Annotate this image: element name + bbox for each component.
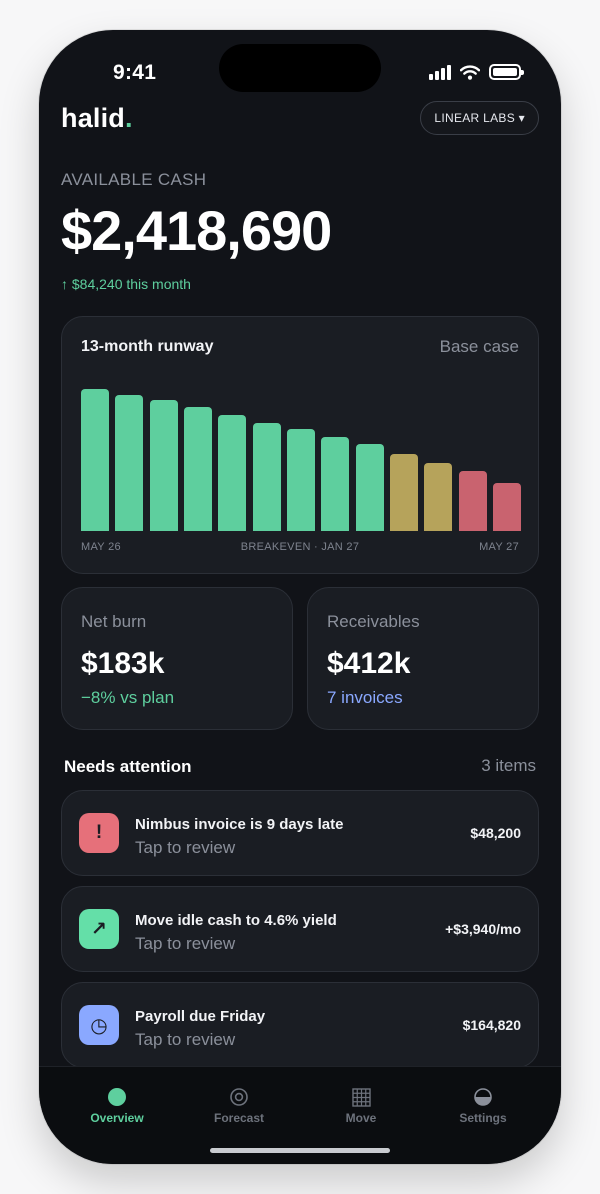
runway-card[interactable]: 13-month runway Base case MAY 26 BREAKEV… xyxy=(61,316,539,574)
runway-bar xyxy=(424,462,453,531)
runway-bar xyxy=(218,414,247,531)
net-burn-label: Net burn xyxy=(81,612,147,631)
phone-frame: 9:41 halid. LINEAR LABS ▾ AVAILABLE CASH… xyxy=(39,30,561,1164)
half-circle-icon xyxy=(473,1087,493,1107)
available-cash-amount: $2,418,690 xyxy=(61,199,332,262)
tab-forecast[interactable]: Forecast xyxy=(178,1067,300,1137)
clock-icon: ◷ xyxy=(79,1005,119,1045)
tab-move-label: Move xyxy=(345,1111,377,1125)
home-indicator xyxy=(210,1148,390,1153)
net-burn-value: $183k xyxy=(81,647,165,680)
attention-item[interactable]: ! Nimbus invoice is 9 days late Tap to r… xyxy=(61,790,539,876)
target-icon xyxy=(229,1087,249,1107)
attention-item-sub: Tap to review xyxy=(135,838,236,857)
alert-icon: ! xyxy=(79,813,119,853)
runway-bar xyxy=(115,394,144,531)
net-burn-sub: −8% vs plan xyxy=(81,688,175,707)
runway-bar xyxy=(149,400,178,531)
needs-attention-title: Needs attention xyxy=(64,757,192,776)
attention-item-title: Payroll due Friday xyxy=(135,1008,266,1025)
tick-breakeven: BREAKEVEN · JAN 27 xyxy=(240,541,360,553)
runway-bar xyxy=(355,444,384,531)
receivables-value: $412k xyxy=(327,647,411,680)
trend-up-icon: ↗ xyxy=(79,909,119,949)
app-logo: halid. xyxy=(61,103,133,133)
runway-bar xyxy=(252,423,281,531)
attention-item-title: Move idle cash to 4.6% yield xyxy=(135,912,337,929)
available-cash-label: AVAILABLE CASH xyxy=(61,170,207,189)
runway-bar xyxy=(81,389,109,531)
status-time: 9:41 xyxy=(113,61,157,84)
tab-bar: Overview Forecast Move Settings xyxy=(39,1066,561,1164)
cash-delta: ↑ $84,240 this month xyxy=(61,276,191,292)
attention-item-sub: Tap to review xyxy=(135,934,236,953)
tab-settings[interactable]: Settings xyxy=(422,1067,544,1137)
wifi-icon xyxy=(460,64,480,80)
receivables-sub: 7 invoices xyxy=(327,688,403,707)
attention-item[interactable]: ◷ Payroll due Friday Tap to review $164,… xyxy=(61,982,539,1068)
runway-bar xyxy=(321,437,350,531)
runway-title: 13-month runway xyxy=(81,338,214,355)
runway-bar xyxy=(184,407,212,531)
attention-item-title: Nimbus invoice is 9 days late xyxy=(135,816,344,833)
grid-icon xyxy=(351,1087,371,1107)
org-selector-button[interactable]: LINEAR LABS ▾ xyxy=(420,101,539,135)
tab-overview-label: Overview xyxy=(90,1111,144,1125)
tick-end: MAY 27 xyxy=(479,541,519,553)
dynamic-island xyxy=(219,44,381,92)
runway-bar xyxy=(493,482,521,531)
needs-attention-count: 3 items xyxy=(481,756,536,775)
runway-bar xyxy=(458,471,487,531)
overview-dot-icon xyxy=(107,1087,127,1107)
tab-overview[interactable]: Overview xyxy=(56,1067,178,1137)
status-icons xyxy=(429,64,524,80)
runway-bar xyxy=(390,454,418,531)
tab-forecast-label: Forecast xyxy=(213,1111,265,1125)
tab-settings-label: Settings xyxy=(459,1111,507,1125)
attention-item-sub: Tap to review xyxy=(135,1030,236,1049)
tab-move[interactable]: Move xyxy=(300,1067,422,1137)
battery-icon xyxy=(489,64,524,80)
receivables-card[interactable]: Receivables $412k 7 invoices xyxy=(307,587,539,730)
attention-item-amount: $164,820 xyxy=(462,1017,521,1033)
tick-start: MAY 26 xyxy=(81,541,121,553)
scenario-selector[interactable]: Base case xyxy=(439,337,519,356)
attention-item-amount: $48,200 xyxy=(470,825,521,841)
attention-item[interactable]: ↗ Move idle cash to 4.6% yield Tap to re… xyxy=(61,886,539,972)
net-burn-card[interactable]: Net burn $183k −8% vs plan xyxy=(61,587,293,730)
runway-bar-chart xyxy=(81,377,521,531)
cellular-signal-icon xyxy=(429,64,451,80)
runway-bar xyxy=(287,428,315,531)
attention-item-amount: +$3,940/mo xyxy=(445,921,521,937)
receivables-label: Receivables xyxy=(327,612,420,631)
